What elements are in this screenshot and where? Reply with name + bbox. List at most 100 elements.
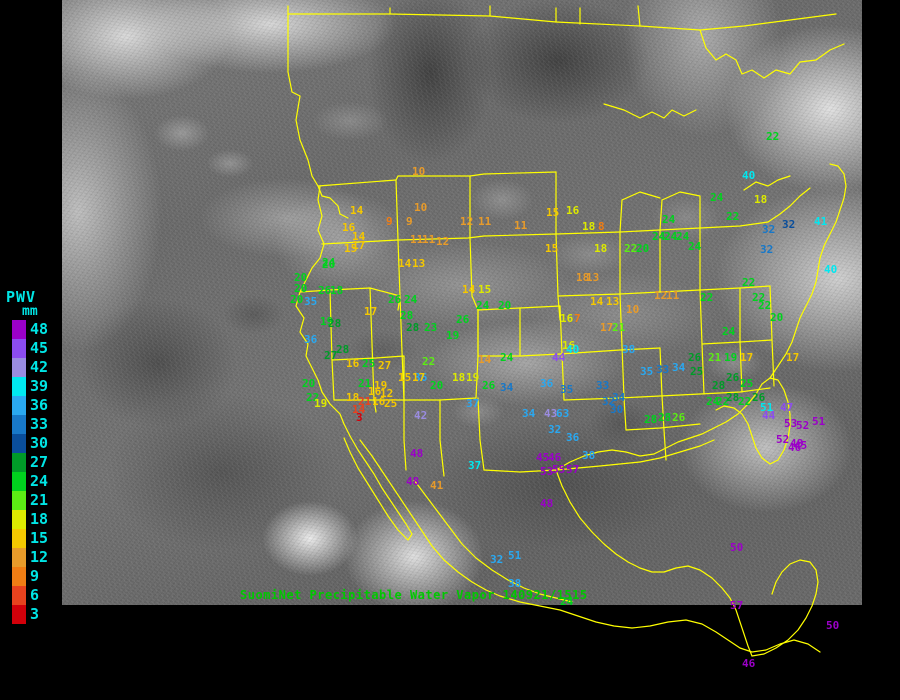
station-pwv-value: 32 [602, 395, 616, 408]
station-pwv-value: 17 [600, 321, 614, 334]
station-pwv-value: 3 [356, 411, 363, 424]
station-pwv-value: 35 [640, 365, 654, 378]
station-pwv-value: 14 [352, 403, 366, 416]
station-pwv-value: 22 [758, 299, 772, 312]
station-pwv-value: 34 [612, 391, 626, 404]
station-pwv-value: 37 [468, 459, 482, 472]
station-pwv-value: 52 [776, 433, 790, 446]
station-pwv-value: 41 [814, 215, 828, 228]
station-pwv-value: 17 [352, 239, 366, 252]
station-pwv-value: 28 [658, 411, 672, 424]
station-pwv-value: 57 [566, 463, 580, 476]
station-pwv-value: 21 [708, 351, 722, 364]
station-pwv-value: 35 [560, 383, 574, 396]
station-pwv-value: 40 [742, 169, 756, 182]
station-pwv-value: 24 [710, 191, 724, 204]
station-pwv-value: 21 [358, 377, 372, 390]
station-pwv-value: 14 [350, 204, 364, 217]
station-pwv-value: 13 [606, 295, 620, 308]
colorbar-tick-label: 15 [30, 529, 49, 547]
colorbar-swatch [12, 567, 26, 586]
station-pwv-value: 19 [374, 379, 388, 392]
station-pwv-value: 22 [726, 210, 740, 223]
station-pwv-value: 28 [406, 321, 420, 334]
station-pwv-value: 40 [824, 263, 838, 276]
colorbar-swatch [12, 491, 26, 510]
station-pwv-value: 46 [548, 451, 562, 464]
station-pwv-value: 17 [740, 351, 754, 364]
station-pwv-value: 42 [414, 409, 428, 422]
station-pwv-value: 51 [508, 549, 522, 562]
station-pwv-value: 19 [320, 315, 334, 328]
station-pwv-value: 38 [508, 577, 522, 590]
station-pwv-value: 51 [760, 401, 774, 414]
station-pwv-value: 13 [586, 271, 600, 284]
station-pwv-value: 16 [346, 357, 360, 370]
station-pwv-value: 30 [610, 403, 624, 416]
station-pwv-value: 25 [384, 397, 398, 410]
station-pwv-value: 24 [722, 325, 736, 338]
station-pwv-value: 26 [726, 371, 740, 384]
station-pwv-value: 27 [378, 359, 392, 372]
station-pwv-value: 28 [328, 317, 342, 330]
colorbar-tick-label: 48 [30, 320, 49, 338]
station-pwv-value: 13 [412, 257, 426, 270]
colorbar-tick-label: 30 [30, 434, 49, 452]
station-pwv-value: 24 [560, 595, 574, 608]
station-pwv-value: 46 [742, 657, 756, 670]
station-pwv-value: 47 [780, 401, 794, 414]
station-pwv-value: 48 [410, 447, 424, 460]
colorbar-tick-label: 12 [30, 548, 49, 566]
station-pwv-value: 37 [466, 397, 480, 410]
station-pwv-value: 22 [624, 242, 638, 255]
station-pwv-value: 23 [424, 321, 438, 334]
station-pwv-value: 22 [716, 395, 730, 408]
station-pwv-value: 32 [548, 423, 562, 436]
station-pwv-value: 15 [344, 242, 358, 255]
station-pwv-value: 32 [490, 553, 504, 566]
station-pwv-value: 18 [594, 242, 608, 255]
station-pwv-value: 20 [636, 242, 650, 255]
colorbar-swatches [12, 320, 26, 624]
station-pwv-value: 41 [430, 479, 444, 492]
station-pwv-value: 19 [724, 351, 738, 364]
station-pwv-value: 19 [466, 371, 480, 384]
station-pwv-value: 55 [552, 463, 566, 476]
station-pwv-value: 48 [540, 497, 554, 510]
station-pwv-value: 36 [304, 333, 318, 346]
station-pwv-value: 17 [786, 351, 800, 364]
station-pwv-value: 18 [754, 193, 768, 206]
station-pwv-value: 8 [598, 220, 605, 233]
station-pwv-value: 45 [536, 451, 550, 464]
station-pwv-value: 33 [596, 379, 610, 392]
station-pwv-value: 20 [322, 258, 336, 271]
station-pwv-value: 53 [540, 465, 554, 478]
station-pwv-value: 7 [574, 312, 581, 325]
station-pwv-value: 44 [552, 351, 566, 364]
station-pwv-value: 18 [330, 284, 344, 297]
station-pwv-value: 17 [412, 371, 426, 384]
station-pwv-value: 16 [560, 312, 574, 325]
station-pwv-value: 24 [688, 240, 702, 253]
colorbar-swatch [12, 529, 26, 548]
station-pwv-value: 38 [582, 449, 596, 462]
station-pwv-value: 12 [460, 215, 474, 228]
station-pwv-value: 50 [826, 619, 840, 632]
colorbar-swatch [12, 510, 26, 529]
station-pwv-value: 22 [700, 291, 714, 304]
colorbar-tick-label: 42 [30, 358, 49, 376]
station-pwv-value: 22 [306, 391, 320, 404]
station-pwv-value: 27 [324, 349, 338, 362]
station-pwv-value: 16 [562, 339, 576, 352]
legend-units: mm [22, 304, 38, 319]
station-pwv-value: 14 [352, 230, 366, 243]
colorbar-tick-label: 24 [30, 472, 49, 490]
station-pwv-value: 12 [654, 289, 668, 302]
station-pwv-value: 22 [742, 276, 756, 289]
colorbar-tick-label: 45 [30, 339, 49, 357]
station-pwv-value: 21 [612, 321, 626, 334]
colorbar-swatch [12, 339, 26, 358]
station-pwv-value: 21 [358, 395, 372, 408]
station-pwv-value: 9 [386, 215, 393, 228]
station-pwv-value: 16 [372, 395, 386, 408]
